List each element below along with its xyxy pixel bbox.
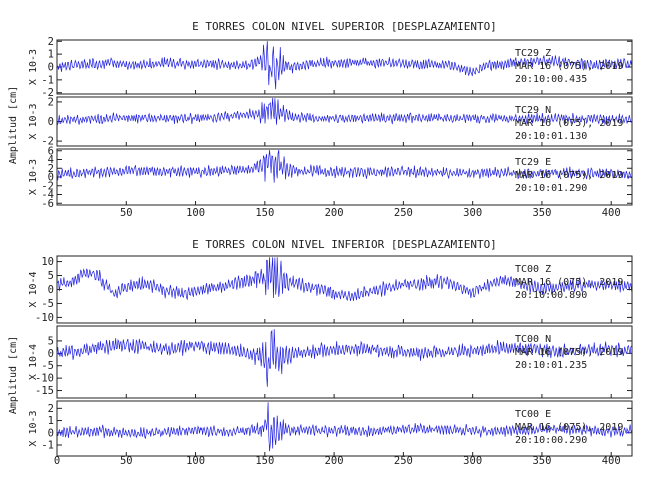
y-tick-label: -2 [41, 136, 54, 148]
date-label: MAR 16 (075), 2019 [515, 277, 623, 288]
y-tick-label: 0 [48, 172, 54, 184]
y-tick-label: 2 [48, 163, 54, 175]
x-tick-label: 150 [255, 455, 274, 467]
station-label: TC00 N [515, 334, 551, 345]
y-tick-label: 0 [48, 348, 54, 360]
date-label: MAR 16 (075), 2019 [515, 118, 623, 129]
y-tick-label: 1 [48, 49, 54, 61]
chart-nivel-inferior: E TORRES COLON NIVEL INFERIOR [DESPLAZAM… [8, 238, 633, 467]
x-tick-label: 0 [54, 455, 60, 467]
waveform-line [56, 329, 632, 387]
chart-title: E TORRES COLON NIVEL INFERIOR [DESPLAZAM… [192, 238, 497, 251]
y-tick-label: -10 [35, 373, 54, 385]
panel-frame [56, 325, 633, 399]
chart-nivel-superior: E TORRES COLON NIVEL SUPERIOR [DESPLAZAM… [8, 20, 633, 219]
y-tick-label: 2 [48, 403, 54, 415]
y-tick-label: 6 [48, 145, 54, 157]
x-tick-label: 400 [602, 455, 621, 467]
y-scale-label: X 10-3 [28, 159, 39, 195]
x-tick-label: 50 [120, 207, 133, 219]
y-tick-label: 5 [48, 270, 54, 282]
time-label: 20:10:00.890 [515, 290, 587, 301]
y-tick-label: 2 [48, 96, 54, 108]
y-axis-label: Amplitud [cm] [8, 336, 19, 414]
x-tick-label: 200 [325, 455, 344, 467]
y-tick-label: 5 [48, 335, 54, 347]
waveform-line [56, 402, 632, 452]
y-tick-label: 1 [48, 415, 54, 427]
y-tick-label: -4 [41, 189, 54, 201]
date-label: MAR 16 (075), 2019 [515, 61, 623, 72]
time-label: 20:10:01.235 [515, 360, 587, 371]
y-tick-label: 0 [48, 62, 54, 74]
y-tick-label: 10 [41, 256, 54, 268]
x-tick-label: 100 [186, 455, 205, 467]
x-tick-label: 350 [532, 207, 551, 219]
time-label: 20:10:01.130 [515, 131, 587, 142]
chart-title: E TORRES COLON NIVEL SUPERIOR [DESPLAZAM… [192, 20, 497, 33]
y-tick-label: 0 [48, 427, 54, 439]
panel-frame [56, 400, 633, 457]
y-tick-label: 0 [48, 116, 54, 128]
station-label: TC29 E [515, 157, 551, 168]
y-tick-label: -5 [41, 360, 54, 372]
panel-tc29-z: 210-1-2X 10-3 TC29 Z MAR 16 (075), 2019 20:… [28, 36, 633, 99]
x-tick-label: 400 [602, 207, 621, 219]
date-label: MAR 16 (075), 2019 [515, 422, 623, 433]
y-tick-label: -1 [41, 440, 54, 452]
time-label: 20:10:00.290 [515, 435, 587, 446]
y-tick-label: -5 [41, 298, 54, 310]
y-tick-label: -15 [35, 385, 54, 397]
waveform-line [56, 150, 632, 183]
y-tick-label: 2 [48, 36, 54, 48]
date-label: MAR 16 (075), 2019 [515, 347, 623, 358]
x-tick-label: 100 [186, 207, 205, 219]
station-label: TC29 Z [515, 48, 551, 59]
station-label: TC00 Z [515, 264, 551, 275]
y-tick-label: -6 [41, 198, 54, 210]
waveform-line [56, 41, 632, 90]
x-tick-label: 350 [532, 455, 551, 467]
y-tick-label: -1 [41, 74, 54, 86]
y-scale-label: X 10-4 [28, 344, 39, 380]
y-scale-label: X 10-3 [28, 49, 39, 85]
y-tick-label: 4 [48, 154, 54, 166]
y-tick-label: -2 [41, 180, 54, 192]
waveform-line [56, 97, 632, 126]
y-tick-label: -2 [41, 87, 54, 99]
panel-tc00-n: 50-5-10-15 X 10-4 TC00 N MAR 16 (075), 2019… [28, 325, 633, 399]
waveform-line [56, 257, 632, 302]
y-scale-label: X 10-4 [28, 271, 39, 307]
station-label: TC00 E [515, 409, 551, 420]
x-tick-label: 300 [463, 455, 482, 467]
x-tick-label: 50 [120, 455, 133, 467]
station-label: TC29 N [515, 105, 551, 116]
panel-tc00-z: 10 5 0 -5 -10 X 10-4 TC00 Z MAR 16 (075), 2019 2… [28, 255, 633, 324]
x-tick-label: 300 [463, 207, 482, 219]
time-label: 20:10:01.290 [515, 183, 587, 194]
panel-tc29-n: 2 0 -2X 10-3 TC29 N MAR 16 (075), 2019 20:10:… [28, 96, 633, 148]
x-tick-label: 200 [325, 207, 344, 219]
x-tick-label: 250 [394, 207, 413, 219]
time-label: 20:10:00.435 [515, 74, 587, 85]
date-label: MAR 16 (075), 2019 [515, 170, 623, 181]
x-tick-label: 150 [255, 207, 274, 219]
x-tick-label: 250 [394, 455, 413, 467]
y-axis-label: Amplitud [cm] [8, 86, 19, 164]
y-scale-label: X 10-3 [28, 410, 39, 446]
y-scale-label: X 10-3 [28, 103, 39, 139]
y-tick-label: 0 [48, 284, 54, 296]
y-tick-label: -10 [35, 312, 54, 324]
panel-tc00-e: 210-1X 10-3 TC00 E MAR 16 (075), 2019 20:10… [28, 400, 633, 457]
